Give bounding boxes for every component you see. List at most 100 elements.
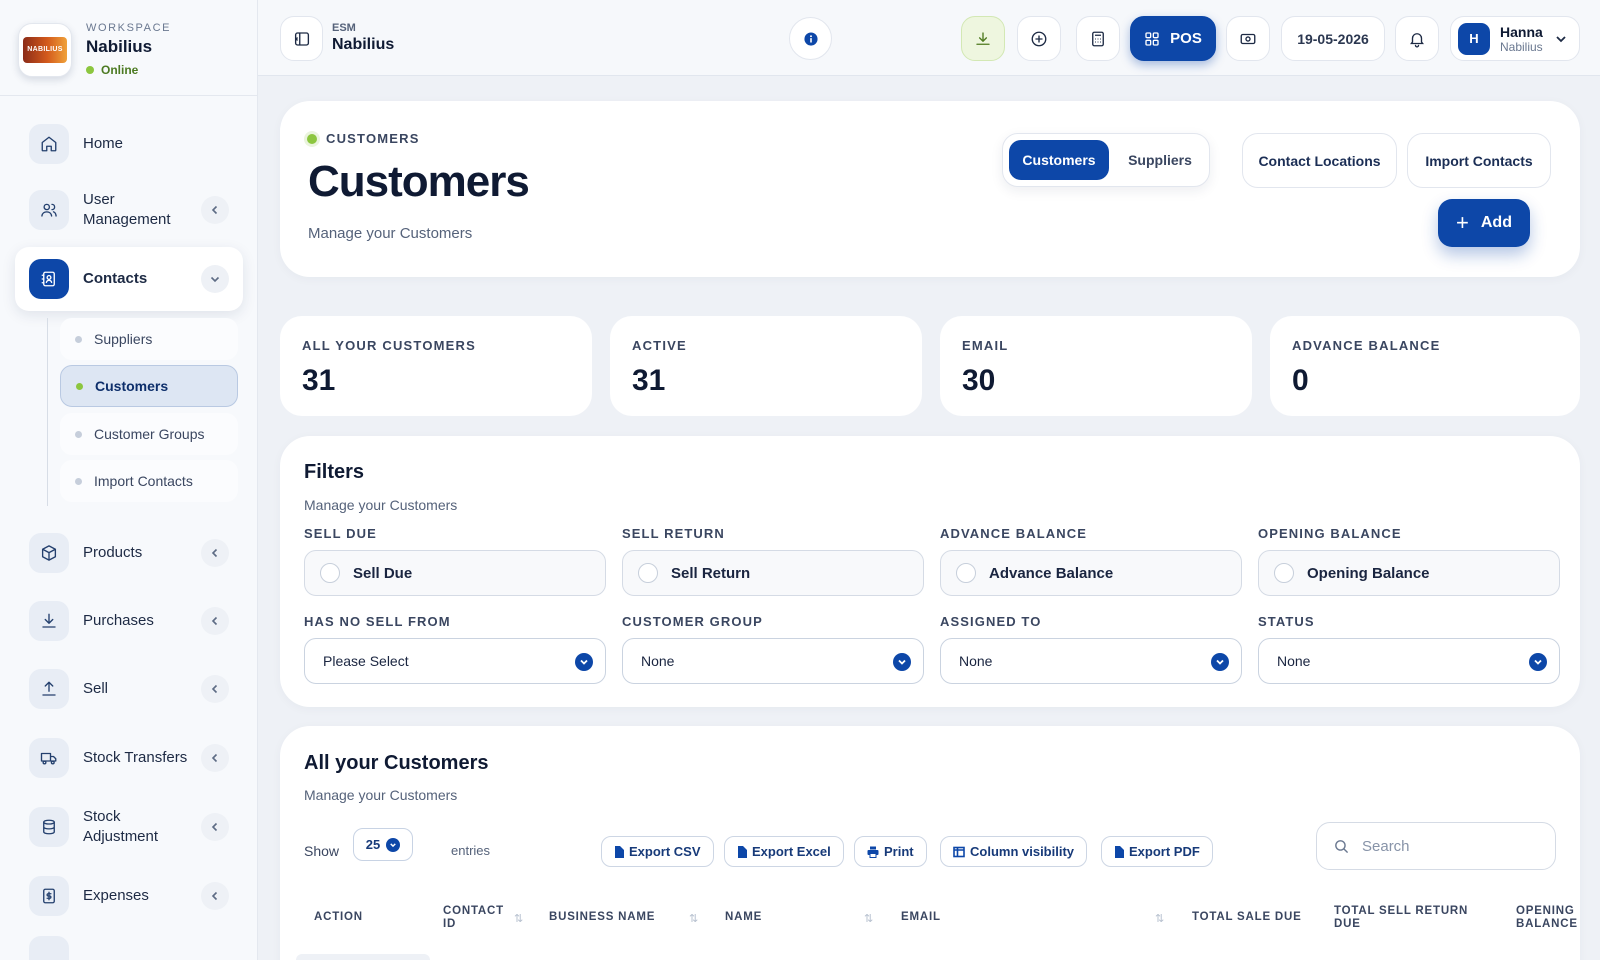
th-name[interactable]: NAME (725, 911, 763, 923)
checkbox-indicator[interactable] (638, 563, 658, 583)
export-pdf-label: Export PDF (1129, 844, 1200, 859)
chevron-left-icon[interactable] (201, 196, 229, 224)
sidebar-item-home[interactable]: Home (15, 112, 243, 176)
table-search-input[interactable]: Search (1316, 822, 1556, 870)
th-contact-id[interactable]: CONTACT ID (443, 905, 504, 930)
chevron-left-icon[interactable] (201, 607, 229, 635)
stat-card-active: ACTIVE 31 (610, 316, 922, 416)
chevron-left-icon[interactable] (201, 882, 229, 910)
pos-label: POS (1170, 30, 1202, 47)
home-icon (29, 124, 69, 164)
contacts-icon (29, 259, 69, 299)
user-org: Nabilius (1500, 39, 1543, 54)
sidebar-item-sell[interactable]: Sell (15, 657, 243, 721)
chevron-left-icon[interactable] (201, 744, 229, 772)
export-csv-button[interactable]: Export CSV (601, 836, 714, 867)
entries-label: entries (451, 843, 491, 858)
th-total-sale-due[interactable]: TOTAL SALE DUE (1192, 911, 1302, 923)
add-button[interactable]: + Add (1438, 199, 1530, 247)
sidebar-subitem-customer-groups[interactable]: Customer Groups (60, 413, 238, 455)
info-button[interactable] (789, 17, 832, 60)
truck-icon (29, 738, 69, 778)
select-value: Please Select (323, 653, 409, 669)
contact-locations-button[interactable]: Contact Locations (1242, 133, 1397, 188)
menu-item-icon (29, 936, 69, 960)
upload-icon (29, 669, 69, 709)
assigned-to-select[interactable]: None (940, 638, 1242, 684)
notifications-button[interactable] (1395, 16, 1439, 61)
calculator-button[interactable] (1076, 16, 1120, 61)
th-business-name[interactable]: BUSINESS NAME (549, 911, 656, 923)
avatar: H (1458, 22, 1490, 55)
tab-customers[interactable]: Customers (1009, 140, 1109, 180)
sidebar-item-contacts[interactable]: Contacts (15, 247, 243, 311)
column-visibility-button[interactable]: Column visibility (940, 836, 1088, 867)
has-no-sell-from-select[interactable]: Please Select (304, 638, 606, 684)
sidebar-toggle-button[interactable] (280, 16, 323, 61)
export-excel-button[interactable]: Export Excel (724, 836, 844, 867)
th-total-sell-return-due[interactable]: TOTAL SELL RETURN DUE (1334, 905, 1469, 930)
import-contacts-button[interactable]: Import Contacts (1407, 133, 1551, 188)
advance-balance-checkbox[interactable]: Advance Balance (940, 550, 1242, 596)
th-email[interactable]: EMAIL (901, 911, 941, 923)
receipt-icon (29, 876, 69, 916)
status-select[interactable]: None (1258, 638, 1560, 684)
select-value: None (1277, 653, 1311, 669)
sort-icon[interactable]: ⇅ (864, 913, 874, 925)
bullet-icon (75, 335, 82, 343)
sidebar-subitem-suppliers[interactable]: Suppliers (60, 318, 238, 360)
checkbox-indicator[interactable] (1274, 563, 1294, 583)
cash-register-button[interactable] (1226, 16, 1270, 61)
chevron-left-icon[interactable] (201, 813, 229, 841)
workspace-switcher[interactable]: NABILIUS WORKSPACE Nabilius Online (18, 22, 171, 77)
sidebar-item-expenses[interactable]: Expenses (15, 864, 243, 928)
topbar-brand: ESM Nabilius (332, 22, 394, 54)
tab-suppliers[interactable]: Suppliers (1128, 152, 1192, 168)
export-excel-label: Export Excel (752, 844, 831, 859)
download-button[interactable] (961, 16, 1005, 61)
sort-icon[interactable]: ⇅ (514, 913, 524, 925)
box-icon (29, 533, 69, 573)
sidebar-item-user-management[interactable]: User Management (15, 178, 243, 242)
print-button[interactable]: Print (854, 836, 927, 867)
checkbox-indicator[interactable] (320, 563, 340, 583)
sidebar-subitem-import-contacts[interactable]: Import Contacts (60, 460, 238, 502)
sidebar-item-label: Contacts (83, 270, 148, 287)
pos-button[interactable]: POS (1130, 16, 1216, 61)
show-label: Show (304, 843, 340, 859)
users-icon (29, 190, 69, 230)
sidebar-item-purchases[interactable]: Purchases (15, 589, 243, 653)
sidebar-item-stock-adjustment[interactable]: Stock Adjustment (15, 795, 243, 859)
plus-icon: + (1456, 210, 1469, 235)
sidebar-item-next[interactable] (15, 936, 243, 960)
checkbox-indicator[interactable] (956, 563, 976, 583)
print-label: Print (884, 844, 914, 859)
stat-card-advance-balance: ADVANCE BALANCE 0 (1270, 316, 1580, 416)
sort-icon[interactable]: ⇅ (689, 913, 699, 925)
date-display[interactable]: 19-05-2026 (1281, 16, 1385, 61)
customer-group-select[interactable]: None (622, 638, 924, 684)
export-pdf-button[interactable]: Export PDF (1101, 836, 1213, 867)
subitem-label: Customer Groups (94, 426, 205, 442)
chevron-down-icon[interactable] (201, 265, 229, 293)
sort-icon[interactable]: ⇅ (1155, 913, 1165, 925)
sell-return-checkbox[interactable]: Sell Return (622, 550, 924, 596)
database-icon (29, 807, 69, 847)
export-csv-label: Export CSV (629, 844, 701, 859)
chevron-left-icon[interactable] (201, 675, 229, 703)
sidebar-subitem-customers[interactable]: Customers (60, 365, 238, 407)
sidebar-item-stock-transfers[interactable]: Stock Transfers (15, 726, 243, 790)
table-row (296, 954, 430, 960)
sell-due-checkbox[interactable]: Sell Due (304, 550, 606, 596)
chevron-left-icon[interactable] (201, 539, 229, 567)
user-menu[interactable]: H Hanna Nabilius (1450, 16, 1580, 61)
chevron-down-icon (1529, 653, 1547, 671)
sidebar-item-products[interactable]: Products (15, 521, 243, 585)
add-circle-button[interactable] (1017, 16, 1061, 61)
entries-select[interactable]: 25 (353, 828, 413, 861)
stat-value: 30 (962, 364, 996, 397)
select-value: None (959, 653, 993, 669)
opening-balance-checkbox[interactable]: Opening Balance (1258, 550, 1560, 596)
th-opening-balance[interactable]: OPENING BALANCE (1516, 905, 1578, 930)
stat-value: 0 (1292, 364, 1309, 397)
